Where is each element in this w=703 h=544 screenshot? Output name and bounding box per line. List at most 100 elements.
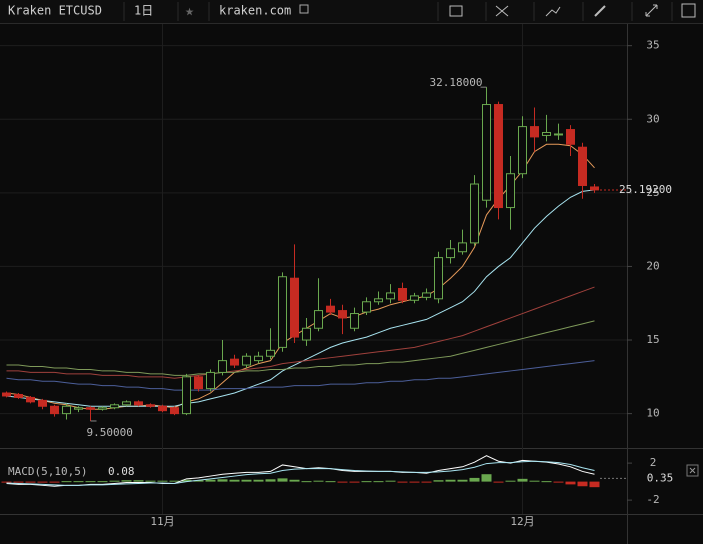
- candle-body: [14, 393, 23, 398]
- histogram-bar: [529, 480, 540, 482]
- annotation: 32.18000: [430, 76, 483, 89]
- candle-body: [386, 292, 395, 300]
- y-tick-label: -2: [646, 493, 659, 506]
- y-tick-label: 15: [646, 333, 659, 346]
- histogram-bar: [61, 481, 72, 483]
- histogram-bar: [397, 481, 408, 483]
- candle-body: [338, 310, 347, 319]
- histogram-bar: [325, 481, 336, 483]
- compare-icon[interactable]: [495, 5, 509, 17]
- histogram-bar: [145, 480, 156, 482]
- candle-body: [254, 355, 263, 362]
- histogram-bar: [505, 480, 516, 482]
- histogram-bar: [133, 480, 144, 482]
- histogram-bar: [85, 481, 96, 483]
- histogram-bar: [385, 480, 396, 482]
- star-icon[interactable]: ★: [185, 2, 194, 20]
- symbol[interactable]: Kraken ETCUSD: [8, 4, 102, 18]
- marker-label: 0.35: [647, 471, 674, 484]
- candle-body: [554, 133, 563, 136]
- snapshot-icon[interactable]: [681, 3, 696, 18]
- candle-body: [170, 407, 179, 415]
- histogram-bar: [553, 481, 564, 483]
- histogram-bar: [73, 481, 84, 483]
- candle-body: [2, 392, 11, 397]
- histogram-bar: [169, 480, 180, 482]
- y-tick-label: 10: [646, 407, 659, 420]
- candle-body: [230, 358, 239, 366]
- candle-body: [590, 186, 599, 191]
- interval[interactable]: 1日: [134, 4, 153, 18]
- histogram-bar: [13, 481, 24, 483]
- histogram-bar: [565, 481, 576, 485]
- close-panel[interactable]: [686, 464, 699, 477]
- candle-body: [326, 305, 335, 313]
- candle-body: [302, 327, 311, 341]
- candle-body: [350, 313, 359, 329]
- candle-body: [482, 104, 491, 201]
- candle-body: [194, 376, 203, 390]
- candle-body: [446, 248, 455, 259]
- candle-body: [74, 407, 83, 410]
- histogram-bar: [229, 479, 240, 482]
- site-link[interactable]: kraken.com: [219, 4, 291, 18]
- ma-line: [6, 189, 595, 407]
- macd-line: [6, 460, 595, 486]
- candle-body: [410, 295, 419, 301]
- histogram-bar: [49, 481, 60, 483]
- candle-body: [146, 404, 155, 407]
- histogram-bar: [1, 481, 12, 483]
- draw-icon[interactable]: [594, 5, 606, 17]
- macd-line: [6, 455, 595, 487]
- candle-body: [62, 405, 71, 415]
- link-icon[interactable]: [299, 4, 309, 14]
- histogram-bar: [193, 480, 204, 482]
- candle-body: [278, 276, 287, 348]
- histogram-bar: [265, 479, 276, 482]
- fullscreen-icon[interactable]: [645, 4, 658, 17]
- indicator-icon[interactable]: [545, 6, 561, 17]
- histogram-bar: [457, 479, 468, 482]
- candle-body: [578, 146, 587, 186]
- histogram-bar: [373, 481, 384, 483]
- y-tick-label: 25: [646, 186, 659, 199]
- macd-title: MACD(5,10,5): [8, 465, 87, 478]
- histogram-bar: [481, 474, 492, 482]
- histogram-bar: [301, 481, 312, 483]
- bars-icon[interactable]: [449, 5, 463, 17]
- y-tick-label: 30: [646, 112, 659, 125]
- annotation: 9.50000: [87, 426, 133, 439]
- histogram-bar: [37, 481, 48, 483]
- last-price-label: 25.19200: [619, 183, 672, 196]
- candle-body: [290, 277, 299, 338]
- histogram-bar: [289, 479, 300, 482]
- histogram-bar: [241, 479, 252, 482]
- candle-body: [542, 132, 551, 136]
- ma-line: [6, 320, 595, 376]
- candle-body: [530, 126, 539, 138]
- candle-body: [458, 242, 467, 253]
- histogram-bar: [25, 481, 36, 483]
- histogram-bar: [421, 481, 432, 483]
- candle-body: [110, 404, 119, 409]
- candle-body: [398, 288, 407, 301]
- histogram-bar: [217, 479, 228, 482]
- toolbar-bg: [0, 0, 703, 23]
- ma-line: [6, 360, 595, 391]
- candle-body: [38, 399, 47, 407]
- candle-body: [122, 401, 131, 406]
- candle-body: [374, 298, 383, 303]
- ma-line: [6, 286, 595, 379]
- histogram-bar: [361, 481, 372, 483]
- histogram-bar: [433, 480, 444, 482]
- x-tick-label: 12月: [510, 515, 534, 528]
- histogram-bar: [517, 478, 528, 482]
- histogram-bar: [589, 481, 600, 488]
- candle-body: [50, 405, 59, 415]
- histogram-bar: [181, 479, 192, 482]
- macd-value: 0.08: [108, 465, 135, 478]
- histogram-bar: [277, 478, 288, 482]
- histogram-bar: [313, 480, 324, 482]
- histogram-bar: [445, 479, 456, 482]
